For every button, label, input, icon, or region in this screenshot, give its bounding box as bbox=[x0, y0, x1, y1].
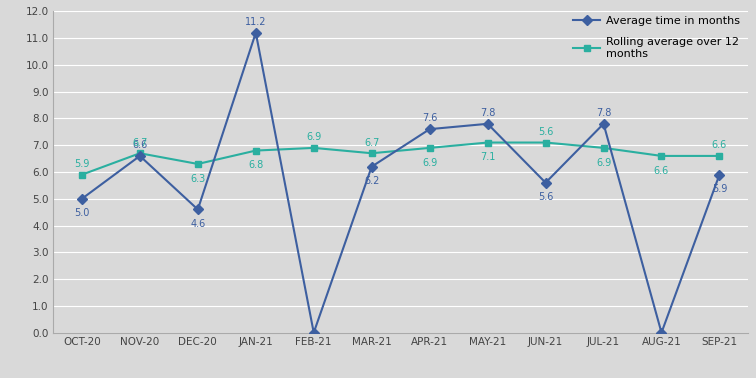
Text: 6.9: 6.9 bbox=[306, 132, 321, 142]
Legend: Average time in months, Rolling average over 12
months: Average time in months, Rolling average … bbox=[571, 14, 742, 61]
Text: 5.6: 5.6 bbox=[538, 127, 553, 137]
Text: 5.6: 5.6 bbox=[538, 192, 553, 203]
Text: 7.8: 7.8 bbox=[596, 108, 612, 118]
Text: 6.8: 6.8 bbox=[248, 160, 263, 170]
Text: 6.9: 6.9 bbox=[596, 158, 611, 167]
Text: 7.6: 7.6 bbox=[422, 113, 438, 124]
Text: 4.6: 4.6 bbox=[191, 219, 206, 229]
Text: 6.9: 6.9 bbox=[422, 158, 437, 167]
Text: 6.3: 6.3 bbox=[191, 174, 206, 184]
Text: 6.2: 6.2 bbox=[364, 177, 380, 186]
Text: 11.2: 11.2 bbox=[245, 17, 267, 27]
Text: 5.9: 5.9 bbox=[74, 159, 90, 169]
Text: 6.6: 6.6 bbox=[132, 140, 147, 150]
Text: 6.6: 6.6 bbox=[654, 166, 669, 176]
Text: 6.6: 6.6 bbox=[712, 140, 727, 150]
Text: 5.0: 5.0 bbox=[74, 209, 90, 218]
Text: 6.7: 6.7 bbox=[364, 138, 380, 147]
Text: 7.8: 7.8 bbox=[480, 108, 495, 118]
Text: 7.1: 7.1 bbox=[480, 152, 495, 162]
Text: 6.7: 6.7 bbox=[132, 138, 147, 147]
Text: 5.9: 5.9 bbox=[711, 184, 727, 194]
